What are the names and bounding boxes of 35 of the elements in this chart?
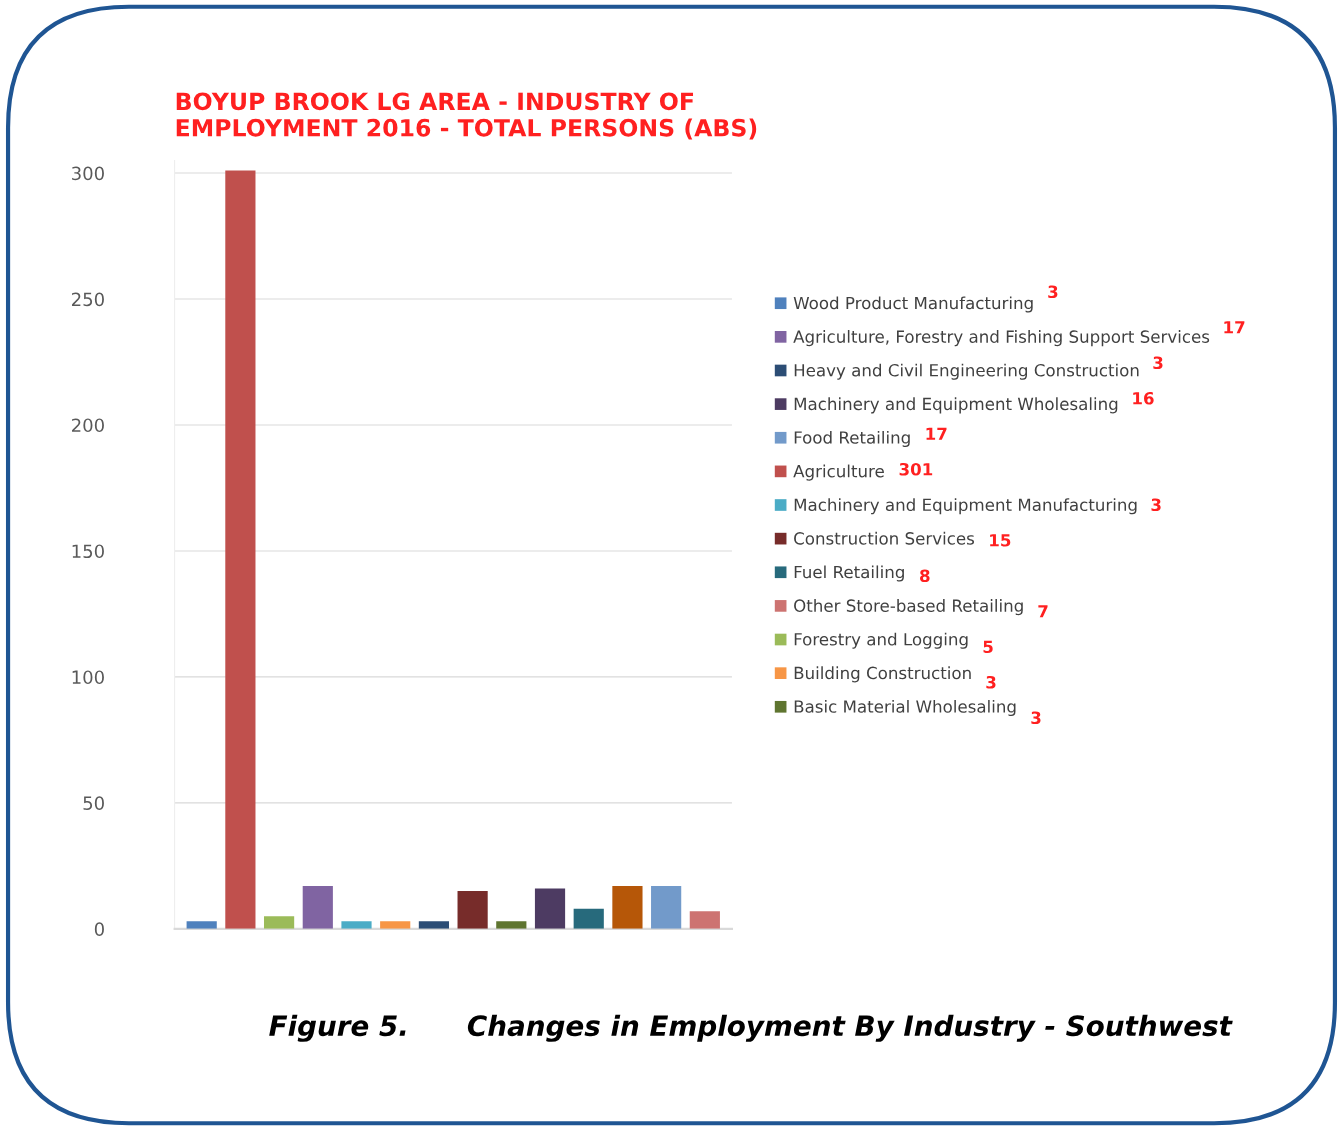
y-tick-label: 100 xyxy=(72,670,104,685)
text: 15 xyxy=(990,534,1011,547)
legend-label: Food Retailing xyxy=(794,430,910,448)
chart-title: BOYUP BROOK LG AREA - INDUSTRY OF EMPLOYMENT 2016 - TOTAL PERSONS (ABS) xyxy=(176,92,757,140)
text: 7 xyxy=(1038,605,1048,618)
text: 3 xyxy=(1151,498,1161,512)
legend-label: Wood Product Manufacturing xyxy=(793,296,1033,313)
legend-label: Agriculture xyxy=(793,464,884,481)
text: 3 xyxy=(986,675,996,689)
text: 3 xyxy=(1031,711,1041,725)
text: 5 xyxy=(983,640,993,654)
legend-label: Machinery and Equipment Wholesaling xyxy=(794,397,1118,414)
legend-label: Agriculture, Forestry and Fishing Support Services xyxy=(793,330,1210,347)
y-tick-label: 300 xyxy=(72,166,104,181)
y-tick-label: 150 xyxy=(72,544,104,559)
y-tick-label: 200 xyxy=(72,418,104,433)
y-tick-label: 50 xyxy=(83,796,104,811)
text: 17 xyxy=(1224,321,1245,334)
y-tick-label: 0 xyxy=(94,922,104,936)
legend-label: Machinery and Equipment Manufacturing xyxy=(794,498,1137,515)
legend-label: Other Store-based Retailing xyxy=(794,599,1023,616)
legend-label: Construction Services xyxy=(794,531,975,545)
text: 301 xyxy=(899,462,933,476)
caption: Figure 5. Changes in Employment By Industry - Southwest xyxy=(269,1014,1233,1042)
y-tick-label: 250 xyxy=(72,292,104,307)
legend-label: Basic Material Wholesaling xyxy=(794,699,1016,717)
text: 16 xyxy=(1133,391,1154,405)
legend-label: Heavy and Civil Engineering Construction xyxy=(794,363,1139,380)
text: 3 xyxy=(1048,285,1058,299)
text: 3 xyxy=(1153,356,1163,370)
text: 8 xyxy=(920,569,930,583)
text: 17 xyxy=(926,427,947,440)
legend-label: Fuel Retailing xyxy=(794,565,904,582)
legend-label: Forestry and Logging xyxy=(794,632,968,649)
legend-label: Building Construction xyxy=(794,666,971,683)
